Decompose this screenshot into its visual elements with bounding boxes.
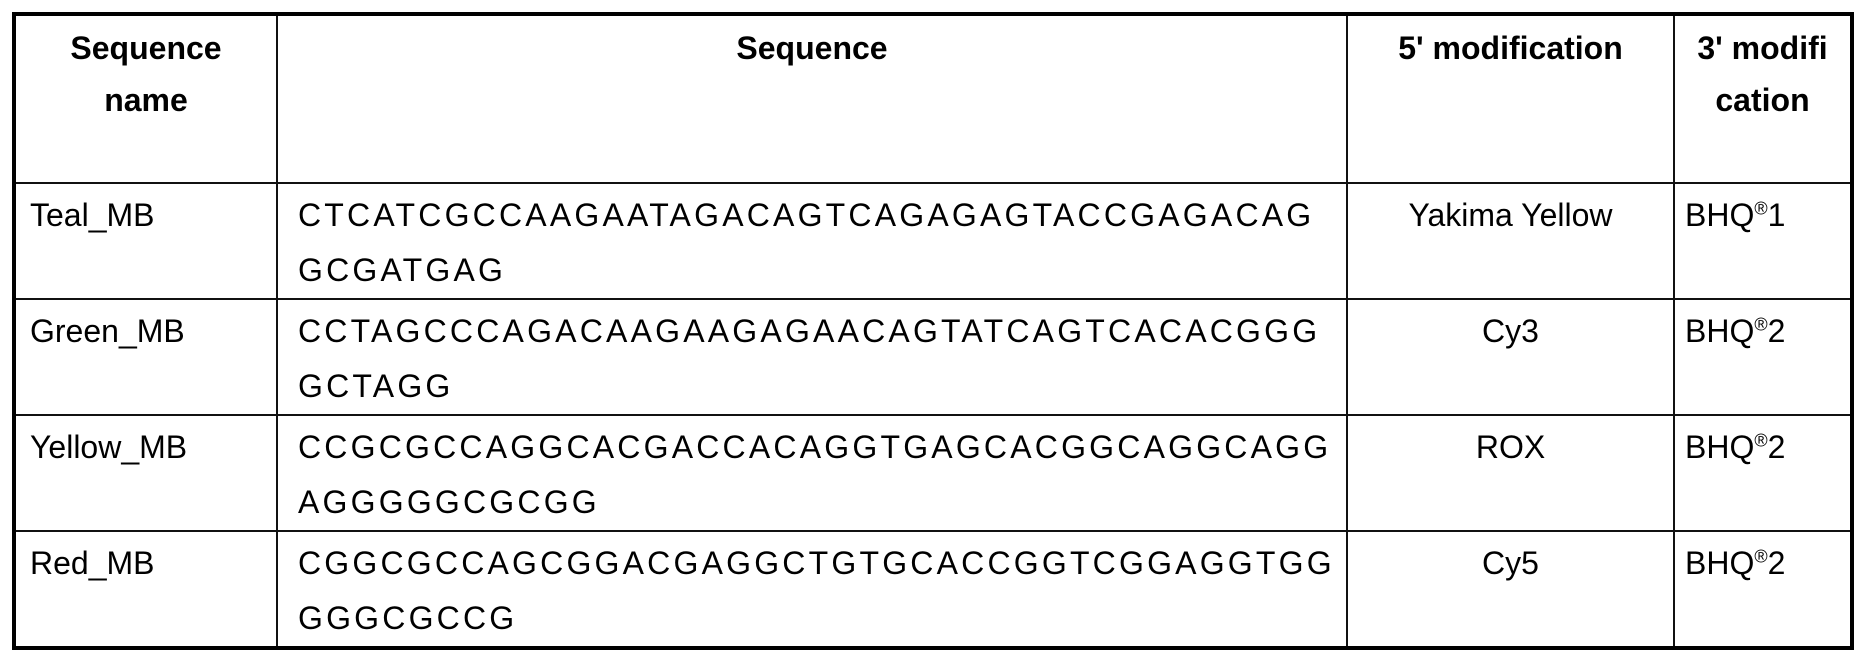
mod3-number: 2	[1768, 429, 1786, 465]
table-row: Red_MBCGGCGCCAGCGGACGAGGCTGTGCACCGGTCGGA…	[14, 531, 1852, 648]
mod3-base: BHQ	[1685, 313, 1754, 349]
registered-mark: ®	[1754, 314, 1767, 334]
sequence-name-cell: Teal_MB	[14, 183, 277, 299]
mod3-number: 2	[1768, 545, 1786, 581]
sequence-name-cell: Yellow_MB	[14, 415, 277, 531]
sequence-name-cell: Red_MB	[14, 531, 277, 648]
table-row: Yellow_MBCCGCGCCAGGCACGACCACAGGTGAGCACGG…	[14, 415, 1852, 531]
registered-mark: ®	[1754, 546, 1767, 566]
sequence-name-cell: Green_MB	[14, 299, 277, 415]
5-modification-cell: Cy5	[1347, 531, 1674, 648]
header-row: Sequence name Sequence 5' modification 3…	[14, 14, 1852, 183]
header-5-modification: 5' modification	[1347, 14, 1674, 183]
5-modification-cell: ROX	[1347, 415, 1674, 531]
header-sequence-name: Sequence name	[14, 14, 277, 183]
5-modification-cell: Cy3	[1347, 299, 1674, 415]
header-3-modification: 3' modifi cation	[1674, 14, 1852, 183]
sequence-table: Sequence name Sequence 5' modification 3…	[12, 12, 1854, 650]
mod3-number: 2	[1768, 313, 1786, 349]
mod3-base: BHQ	[1685, 545, 1754, 581]
sequence-cell: CCTAGCCCAGACAAGAAGAGAACAGTATCAGTCACACGGG…	[277, 299, 1347, 415]
registered-mark: ®	[1754, 198, 1767, 218]
mod3-number: 1	[1768, 197, 1786, 233]
sequence-cell: CTCATCGCCAAGAATAGACAGTCAGAGAGTACCGAGACAG…	[277, 183, 1347, 299]
3-modification-cell: BHQ®2	[1674, 531, 1852, 648]
mod3-base: BHQ	[1685, 429, 1754, 465]
header-sequence: Sequence	[277, 14, 1347, 183]
table-row: Teal_MBCTCATCGCCAAGAATAGACAGTCAGAGAGTACC…	[14, 183, 1852, 299]
3-modification-cell: BHQ®2	[1674, 299, 1852, 415]
table-row: Green_MBCCTAGCCCAGACAAGAAGAGAACAGTATCAGT…	[14, 299, 1852, 415]
sequence-cell: CCGCGCCAGGCACGACCACAGGTGAGCACGGCAGGCAGGA…	[277, 415, 1347, 531]
mod3-base: BHQ	[1685, 197, 1754, 233]
registered-mark: ®	[1754, 430, 1767, 450]
3-modification-cell: BHQ®2	[1674, 415, 1852, 531]
sequence-cell: CGGCGCCAGCGGACGAGGCTGTGCACCGGTCGGAGGTGGG…	[277, 531, 1347, 648]
5-modification-cell: Yakima Yellow	[1347, 183, 1674, 299]
3-modification-cell: BHQ®1	[1674, 183, 1852, 299]
